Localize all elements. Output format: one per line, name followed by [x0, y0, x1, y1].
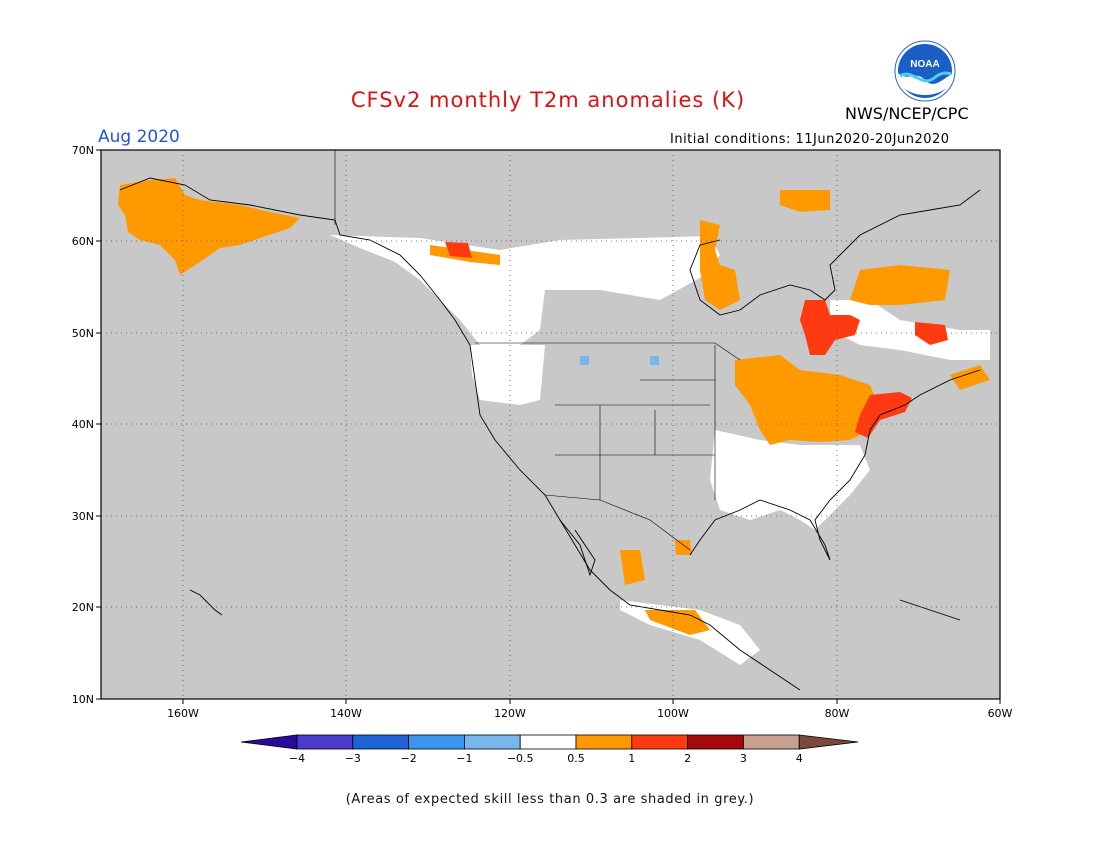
colorbar-box [519, 734, 577, 750]
chart-title: CFSv2 monthly T2m anomalies (K) [350, 88, 746, 112]
warm-region-texas [675, 540, 692, 555]
colorbar-box [463, 734, 521, 750]
noaa-logo-text: NOAA [910, 59, 939, 70]
colorbar-tick-label: −0.5 [507, 752, 534, 765]
colorbar-arrow-low [240, 734, 298, 750]
anomaly-shading [118, 150, 990, 691]
lat-label: 70N [72, 144, 94, 157]
skill-footnote: (Areas of expected skill less than 0.3 a… [345, 792, 755, 807]
warm-region-quebec [850, 265, 950, 305]
near-normal-region-canada [330, 235, 720, 345]
warm-region-alaska [118, 178, 300, 275]
lat-label: 60N [72, 235, 94, 248]
lon-label: 60W [988, 707, 1013, 720]
colorbar-box [352, 734, 409, 750]
colorbar-tick-label: 3 [740, 752, 747, 765]
lat-label: 10N [72, 693, 94, 706]
colorbar-tick-label: 2 [684, 752, 691, 765]
cool-spot-montana [580, 356, 589, 365]
lat-label: 30N [72, 510, 94, 523]
colorbar-arrow-high [798, 734, 859, 750]
lat-label: 50N [72, 327, 94, 340]
colorbar-box [575, 734, 633, 750]
warm-region-mexico-west [620, 550, 645, 585]
coastlines [119, 177, 981, 691]
lon-label: 100W [657, 707, 689, 720]
near-normal-region-newfoundland [830, 300, 990, 360]
colorbar-boxes [240, 734, 859, 750]
near-normal-region-west-coast [470, 345, 545, 405]
colorbar-box [687, 734, 744, 750]
colorbar-tick-label: 0.5 [567, 752, 585, 765]
warm-region-maritimes [950, 365, 990, 390]
colorbar-box [743, 734, 800, 750]
hot-region-quebec [800, 300, 860, 355]
warm-region-mexico-south [645, 610, 710, 635]
hot-region-bc [445, 242, 472, 258]
colorbar-box [631, 734, 688, 750]
colorbar-tick-label: 1 [628, 752, 635, 765]
valid-month-label: Aug 2020 [98, 127, 180, 147]
initial-conditions-label: Initial conditions: 11Jun2020-20Jun2020 [670, 132, 950, 147]
axis-ticks [96, 149, 1001, 704]
lon-label: 80W [825, 707, 850, 720]
agency-label: NWS/NCEP/CPC [845, 104, 969, 123]
colorbar-labels: −4 −3 −2 −1 −0.5 0.5 1 2 3 4 [289, 752, 803, 765]
colorbar-tick-label: −4 [289, 752, 305, 765]
colorbar-tick-label: 4 [796, 752, 803, 765]
lon-label: 140W [330, 707, 362, 720]
lon-label: 160W [167, 707, 199, 720]
colorbar-tick-label: −3 [345, 752, 361, 765]
colorbar-tick-label: −1 [456, 752, 472, 765]
lat-label: 20N [72, 601, 94, 614]
colorbar-box [296, 734, 354, 750]
cool-spot-dakota [650, 356, 659, 365]
lon-label: 120W [494, 707, 526, 720]
noaa-logo: NOAA [894, 40, 956, 102]
hot-region-labrador [915, 322, 948, 345]
hot-region-northeast [855, 392, 912, 438]
colorbar-tick-label: −2 [400, 752, 416, 765]
warm-region-north-quebec [780, 190, 830, 212]
lat-label: 40N [72, 418, 94, 431]
warm-region-great-lakes [735, 355, 880, 445]
political-borders [334, 150, 741, 551]
colorbar-box [408, 734, 465, 750]
